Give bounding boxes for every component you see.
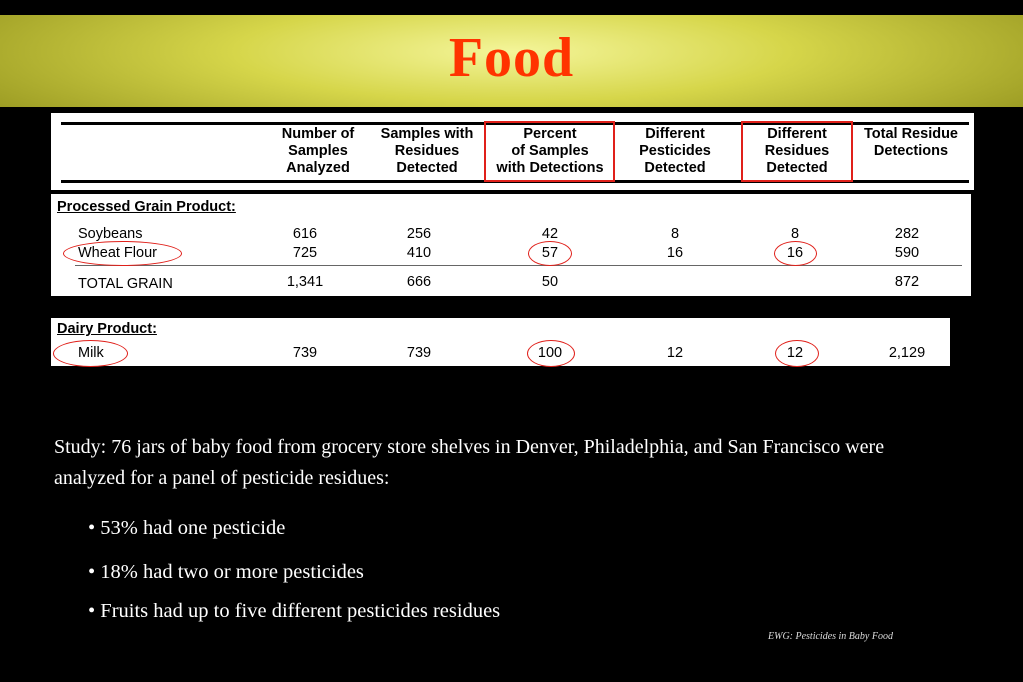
- title-banner: [0, 15, 1023, 107]
- source-credit: EWG: Pesticides in Baby Food: [768, 631, 893, 642]
- highlight-oval-wheat-residues: [774, 241, 817, 266]
- highlight-oval-wheat-flour: [63, 241, 182, 266]
- highlight-box-percent: [484, 121, 615, 182]
- cell-soybeans-diff-residues: 8: [790, 226, 800, 242]
- row-label-total-grain: TOTAL GRAIN: [78, 276, 173, 292]
- grain-panel: [51, 194, 971, 296]
- grain-section-label: Processed Grain Product:: [57, 199, 236, 215]
- table-header-panel: [51, 113, 974, 190]
- cell-soybeans-percent: 42: [541, 226, 559, 242]
- highlight-oval-milk-residues: [775, 340, 819, 367]
- cell-wheat-pesticides: 16: [666, 245, 684, 261]
- cell-total-percent: 50: [541, 274, 559, 290]
- highlight-oval-milk: [53, 340, 128, 367]
- bullet-fruits: • Fruits had up to five different pestic…: [88, 600, 501, 622]
- header-total-residue: Total Residue Detections: [864, 126, 958, 159]
- cell-soybeans-total: 282: [894, 226, 920, 242]
- total-divider: [75, 265, 962, 266]
- header-percent-detections: Percent of Samples with Detections: [496, 126, 604, 176]
- cell-soybeans-residues: 256: [406, 226, 432, 242]
- cell-milk-total: 2,129: [888, 345, 926, 361]
- cell-soybeans-pesticides: 8: [670, 226, 680, 242]
- header-samples-analyzed: Number of Samples Analyzed: [281, 126, 355, 176]
- highlight-oval-milk-percent: [527, 340, 575, 367]
- bullet-two-or-more: • 18% had two or more pesticides: [88, 561, 364, 583]
- header-different-residues: Different Residues Detected: [764, 126, 830, 176]
- highlight-oval-wheat-percent: [528, 241, 572, 266]
- bullet-one-pesticide: • 53% had one pesticide: [88, 517, 286, 539]
- cell-milk-analyzed: 739: [292, 345, 318, 361]
- slide-title: Food: [448, 27, 575, 89]
- dairy-section-label: Dairy Product:: [57, 321, 157, 337]
- header-top-rule: [61, 122, 969, 125]
- cell-total-analyzed: 1,341: [286, 274, 324, 290]
- cell-milk-pesticides: 12: [666, 345, 684, 361]
- row-label-soybeans: Soybeans: [78, 226, 143, 242]
- cell-soybeans-analyzed: 616: [292, 226, 318, 242]
- header-samples-with-residues: Samples with Residues Detected: [380, 126, 474, 176]
- highlight-box-residues: [741, 121, 853, 182]
- cell-wheat-residues: 410: [406, 245, 432, 261]
- cell-total-total: 872: [894, 274, 920, 290]
- study-description: Study: 76 jars of baby food from grocery…: [54, 436, 885, 489]
- cell-wheat-analyzed: 725: [292, 245, 318, 261]
- cell-wheat-total: 590: [894, 245, 920, 261]
- header-different-pesticides: Different Pesticides Detected: [639, 126, 711, 176]
- cell-total-residues: 666: [406, 274, 432, 290]
- cell-milk-residues: 739: [406, 345, 432, 361]
